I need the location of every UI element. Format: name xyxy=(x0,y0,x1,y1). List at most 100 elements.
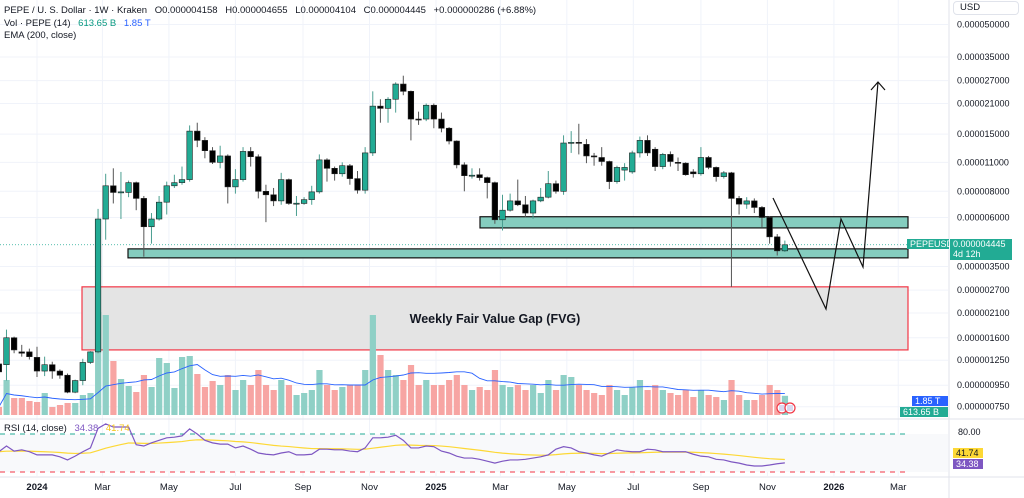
volume-bar xyxy=(629,387,636,415)
candle-series xyxy=(0,75,788,394)
volume-bar xyxy=(217,385,224,415)
volume-bar xyxy=(308,390,315,415)
volume-bar xyxy=(377,355,384,415)
volume-bar xyxy=(499,385,506,415)
candle xyxy=(743,197,750,209)
candle-body xyxy=(491,182,498,221)
candle xyxy=(453,140,460,169)
rsi-tag: 34.38 xyxy=(953,459,983,469)
candle-body xyxy=(79,362,86,381)
volume-bar xyxy=(613,390,621,415)
rsi-ma-line xyxy=(0,439,785,461)
volume-bar xyxy=(26,401,33,415)
candle xyxy=(781,240,788,253)
volume-bar xyxy=(545,380,552,415)
candle xyxy=(155,195,163,221)
candle-body xyxy=(758,207,766,218)
volume-bar xyxy=(148,387,155,415)
candle-body xyxy=(133,182,140,199)
volume-bar xyxy=(728,380,735,415)
price-tick-label: 0.000011000 xyxy=(957,157,1009,167)
candle xyxy=(11,336,18,354)
currency-selector[interactable]: USD xyxy=(953,1,1019,15)
candle xyxy=(278,172,285,205)
volume-bar xyxy=(652,385,659,415)
candle xyxy=(72,379,79,394)
volume-bar xyxy=(400,380,407,415)
volume-bar xyxy=(323,385,331,415)
candle xyxy=(346,163,353,185)
candle xyxy=(117,171,125,220)
candle xyxy=(94,208,102,354)
candle-body xyxy=(430,104,437,120)
volume-bar xyxy=(659,390,666,415)
volume-ma-tag: 1.85 T xyxy=(912,396,948,406)
candle-body xyxy=(201,140,208,151)
candle xyxy=(697,147,705,176)
candle xyxy=(224,154,231,204)
candle xyxy=(171,174,178,188)
candle-body xyxy=(178,179,186,183)
candle xyxy=(606,160,613,190)
candle-body xyxy=(194,130,201,141)
candle-body xyxy=(537,196,544,202)
candle xyxy=(392,82,399,113)
price-tick-label: 0.000050000 xyxy=(957,20,1010,30)
volume-bar xyxy=(56,405,64,415)
volume-value: 613.65 B xyxy=(78,18,117,29)
volume-bar xyxy=(194,374,201,415)
candle xyxy=(384,97,392,123)
price-tick-label: 0.000035000 xyxy=(957,52,1010,62)
volume-bar xyxy=(423,380,430,415)
volume-bar xyxy=(560,375,567,415)
time-tick-label: 2025 xyxy=(425,482,447,493)
candle-body xyxy=(72,380,79,393)
volume-bar xyxy=(64,403,71,415)
candle xyxy=(575,123,582,155)
candle xyxy=(522,195,529,218)
volume-bar xyxy=(369,315,376,415)
candle-body xyxy=(667,154,674,162)
candle xyxy=(659,152,666,170)
candle xyxy=(369,91,376,156)
symbol-legend: PEPE / U. S. Dollar · 1W · Kraken O0.000… xyxy=(4,5,541,16)
candle-body xyxy=(270,194,277,202)
ohlc-open: O0.000004158 xyxy=(154,5,218,16)
candle xyxy=(239,147,247,182)
time-tick-label: Mar xyxy=(94,482,110,493)
rsi-legend[interactable]: RSI (14, close) 34.38 41.74 xyxy=(4,423,135,434)
volume-bar xyxy=(293,395,300,415)
price-tick-label: 0.000008000 xyxy=(957,186,1010,196)
candle-body xyxy=(262,191,270,196)
candle-body xyxy=(423,104,430,120)
volume-bar xyxy=(156,358,163,415)
candle xyxy=(430,103,437,129)
candle-body xyxy=(644,140,651,154)
ohlc-change: +0.000000286 (+6.88%) xyxy=(433,5,537,16)
candle xyxy=(308,185,315,205)
ema-legend[interactable]: EMA (200, close) xyxy=(4,30,81,41)
candle-body xyxy=(239,151,247,180)
volume-bar xyxy=(331,390,338,415)
price-tick-label: 0.000002700 xyxy=(957,285,1010,295)
symbol-title[interactable]: PEPE / U. S. Dollar · 1W · Kraken xyxy=(4,5,148,16)
candle xyxy=(217,145,224,169)
candle xyxy=(774,234,781,256)
candle xyxy=(18,344,25,357)
candle xyxy=(415,111,422,125)
ohlc-low: L0.000004104 xyxy=(295,5,356,16)
candle-body xyxy=(392,83,399,100)
candle-body xyxy=(552,183,560,192)
volume-bar xyxy=(751,400,758,415)
candle-body xyxy=(102,185,109,220)
rsi-ma-value: 41.74 xyxy=(105,423,130,434)
candle xyxy=(758,206,766,228)
volume-bar xyxy=(392,375,399,415)
volume-legend[interactable]: Vol · PEPE (14) 613.65 B 1.85 T xyxy=(4,18,156,29)
candle-body xyxy=(346,165,353,179)
volume-bar xyxy=(316,370,323,415)
time-tick-label: May xyxy=(160,482,178,493)
candle xyxy=(293,195,300,216)
volume-bar xyxy=(163,363,170,415)
